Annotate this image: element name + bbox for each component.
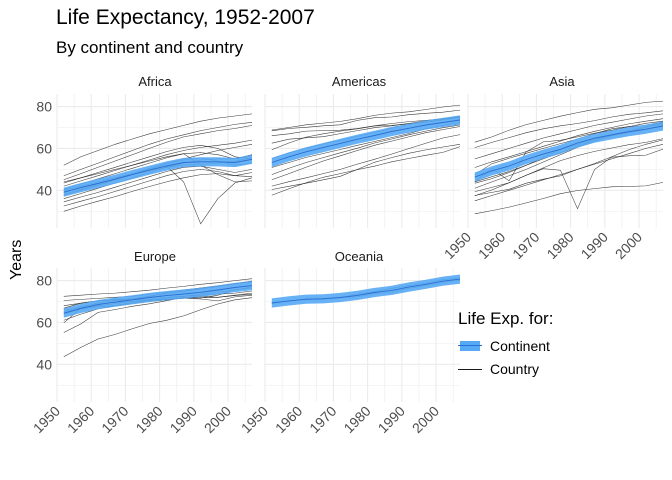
continent-line <box>63 158 253 193</box>
country-line <box>63 113 253 166</box>
country-line <box>474 138 664 197</box>
country-line <box>63 172 253 212</box>
country-line <box>63 165 253 203</box>
y-tick-label: 40 <box>36 182 52 198</box>
country-line <box>271 126 461 181</box>
country-line <box>474 144 664 202</box>
facet-label-americas: Americas <box>331 74 387 89</box>
country-line <box>63 297 253 358</box>
continent-line <box>474 125 664 178</box>
facet-panel-americas <box>264 94 461 228</box>
country-line <box>474 118 664 168</box>
x-tick-label: 1970 <box>98 403 131 436</box>
continent-band <box>271 274 460 308</box>
continent-line <box>63 285 253 314</box>
facet-panel-asia: 1950 1960 1970 1980 1990 2000 <box>441 94 664 262</box>
country-swatch <box>458 361 482 377</box>
country-line <box>474 139 664 196</box>
y-tick-label: 80 <box>36 99 52 115</box>
y-tick-label: 60 <box>36 314 52 330</box>
chart-subtitle: By continent and country <box>56 38 244 57</box>
x-tick-label: 1960 <box>64 403 97 436</box>
continent-band <box>63 281 252 318</box>
facet-label-oceania: Oceania <box>334 249 384 264</box>
x-tick-label: 1980 <box>543 229 576 262</box>
continent-band <box>63 154 252 197</box>
x-tick-label: 1950 <box>238 403 271 436</box>
facet-panel-europe: 40 60 80 1950 1960 1970 1980 1990 2000 <box>30 268 253 436</box>
x-tick-label: 2000 <box>409 403 442 436</box>
country-line <box>474 122 664 175</box>
continent-band <box>271 115 460 168</box>
y-axis-label: Years <box>8 239 25 280</box>
x-tick-label: 1950 <box>30 403 63 436</box>
x-tick-label: 1990 <box>578 229 611 262</box>
continent-swatch <box>458 338 482 354</box>
continent-band <box>474 121 663 182</box>
x-tick-label: 1960 <box>475 229 508 262</box>
country-line <box>474 182 664 215</box>
x-tick-label: 2000 <box>201 403 234 436</box>
x-tick-label: 1960 <box>272 403 305 436</box>
x-tick-label: 1970 <box>509 229 542 262</box>
y-tick-label: 80 <box>36 273 52 289</box>
country-line <box>63 153 253 183</box>
continent-line <box>271 119 461 163</box>
country-line <box>474 148 664 210</box>
x-tick-label: 1990 <box>167 403 200 436</box>
country-line <box>63 122 253 176</box>
facet-panel-africa: 40 60 80 <box>36 94 253 228</box>
country-line <box>271 124 461 175</box>
y-tick-label: 60 <box>36 140 52 156</box>
country-line <box>63 125 253 181</box>
continent-line <box>271 278 461 304</box>
country-line <box>474 110 664 148</box>
country-line <box>63 278 253 297</box>
facet-panel-oceania: 1950 1960 1970 1980 1990 2000 <box>238 268 461 436</box>
facet-label-africa: Africa <box>138 74 172 89</box>
y-tick-label: 40 <box>36 356 52 372</box>
legend-item-continent: Continent <box>458 338 550 354</box>
chart-title: Life Expectancy, 1952-2007 <box>56 6 315 29</box>
x-tick-label: 1950 <box>441 229 474 262</box>
x-tick-label: 1990 <box>375 403 408 436</box>
country-line <box>474 100 664 143</box>
legend-label-country: Country <box>490 361 540 377</box>
legend-item-country: Country <box>458 361 539 377</box>
country-line <box>474 113 664 160</box>
country-line <box>271 144 461 190</box>
country-line <box>271 109 461 132</box>
country-line <box>63 169 253 207</box>
facet-label-asia: Asia <box>549 74 575 89</box>
facet-label-europe: Europe <box>134 249 176 264</box>
country-line <box>63 139 253 187</box>
legend-title: Life Exp. for: <box>458 309 554 328</box>
x-tick-label: 1970 <box>306 403 339 436</box>
x-tick-label: 1980 <box>340 403 373 436</box>
x-tick-label: 2000 <box>612 229 645 262</box>
x-tick-label: 1980 <box>132 403 165 436</box>
country-line <box>271 134 461 187</box>
legend-label-continent: Continent <box>490 338 550 354</box>
country-line <box>271 104 461 131</box>
